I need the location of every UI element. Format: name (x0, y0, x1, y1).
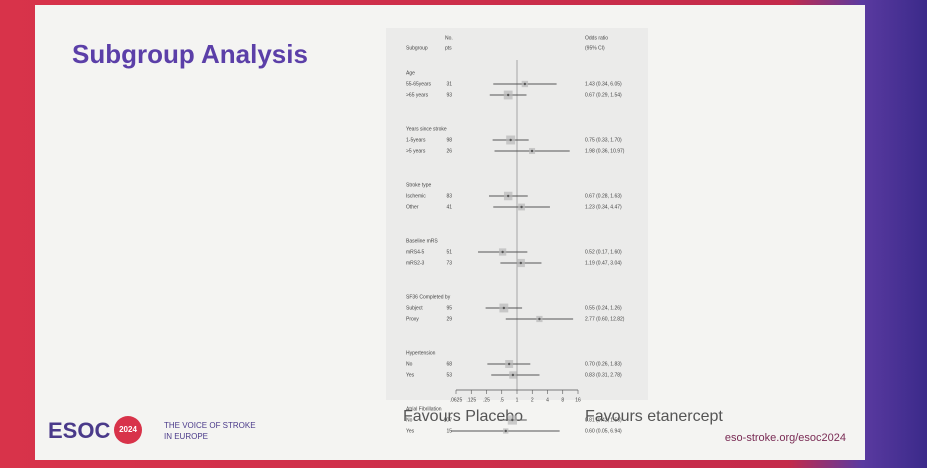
row-n: 53 (446, 372, 452, 378)
row-n: 98 (446, 137, 452, 143)
row-label: Subject (406, 305, 423, 311)
value-label: 0.81 (0.42, 1.56) (585, 417, 622, 423)
group-label: Years since stroke (406, 126, 447, 132)
row-n: 107 (444, 417, 453, 423)
value-label: 0.52 (0.17, 1.60) (585, 249, 622, 255)
value-label: 0.55 (0.24, 1.26) (585, 305, 622, 311)
row-n: 68 (446, 361, 452, 367)
row-label: >65 years (406, 92, 429, 98)
point-estimate (507, 362, 511, 366)
x-tick-label: .0625 (450, 397, 463, 403)
value-label: 0.75 (0.33, 1.70) (585, 137, 622, 143)
value-label: 0.67 (0.28, 1.63) (585, 193, 622, 199)
value-label: 1.19 (0.47, 3.04) (585, 260, 622, 266)
group-label: Age (406, 70, 415, 76)
point-estimate (506, 194, 510, 198)
x-label-left: Favours Placebo (403, 408, 523, 425)
x-tick-label: 16 (575, 397, 581, 403)
header: (95% CI) (585, 45, 605, 51)
row-label: Ischemic (406, 193, 426, 199)
x-label-right: Favours etanercept (585, 408, 723, 425)
row-n: 29 (446, 316, 452, 322)
value-label: 0.83 (0.31, 2.78) (585, 372, 622, 378)
point-estimate (501, 250, 504, 254)
point-estimate (519, 261, 523, 265)
tagline: IN EUROPE (164, 432, 208, 441)
row-n: 31 (446, 81, 452, 87)
point-estimate (511, 418, 514, 422)
x-tick-label: 1 (516, 397, 519, 403)
header: Odds ratio (585, 35, 608, 41)
value-label: 0.60 (0.05, 6.94) (585, 428, 622, 434)
point-estimate (511, 373, 515, 377)
row-n: 95 (446, 305, 452, 311)
row-n: 26 (446, 148, 452, 154)
row-label: No (406, 361, 413, 367)
row-label: Yes (406, 372, 415, 378)
group-label: Atrial Fibrillation (406, 406, 442, 412)
point-estimate (509, 138, 512, 142)
value-label: 1.98 (0.36, 10.97) (585, 148, 625, 154)
header: pts (445, 45, 452, 51)
value-label: 1.23 (0.34, 4.47) (585, 204, 622, 210)
row-label: mRS4-5 (406, 249, 425, 255)
value-label: 1.43 (0.34, 6.05) (585, 81, 622, 87)
row-n: 73 (446, 260, 452, 266)
group-label: Hypertension (406, 350, 436, 356)
x-tick-label: 2 (531, 397, 534, 403)
x-tick-label: .25 (483, 397, 490, 403)
header: No. (445, 35, 453, 41)
point-estimate (538, 317, 541, 321)
logo: ESOC (48, 418, 110, 443)
group-label: Stroke type (406, 182, 432, 188)
header: Subgroup (406, 45, 428, 51)
logo-year: 2024 (119, 425, 137, 434)
row-label: Proxy (406, 316, 419, 322)
x-tick-label: .5 (500, 397, 504, 403)
group-label: Baseline mRS (406, 238, 438, 244)
row-label: Yes (406, 428, 415, 434)
url: eso-stroke.org/esoc2024 (725, 432, 846, 444)
slide-title: Subgroup Analysis (72, 39, 308, 69)
row-label: mRS2-3 (406, 260, 425, 266)
value-label: 0.67 (0.29, 1.54) (585, 92, 622, 98)
row-n: 51 (446, 249, 452, 255)
row-label: 1-5years (406, 137, 426, 143)
x-tick-label: 4 (546, 397, 549, 403)
point-estimate (504, 429, 507, 433)
row-label: No (406, 417, 413, 423)
x-tick-label: 8 (561, 397, 564, 403)
row-n: 93 (446, 92, 452, 98)
point-estimate (502, 306, 506, 310)
x-tick-label: .125 (466, 397, 476, 403)
value-label: 2.77 (0.60, 12.82) (585, 316, 625, 322)
value-label: 0.70 (0.26, 1.83) (585, 361, 622, 367)
row-n: 83 (446, 193, 452, 199)
point-estimate (530, 149, 534, 153)
tagline: THE VOICE OF STROKE (164, 421, 256, 430)
row-label: Other (406, 204, 419, 210)
logo-badge (114, 416, 142, 444)
point-estimate (520, 205, 523, 209)
row-label: 55-65years (406, 81, 432, 87)
point-estimate (523, 82, 527, 86)
row-n: 41 (446, 204, 452, 210)
point-estimate (506, 93, 510, 97)
group-label: SF36 Completed by (406, 294, 451, 300)
row-label: >5 years (406, 148, 426, 154)
row-n: 15 (446, 428, 452, 434)
